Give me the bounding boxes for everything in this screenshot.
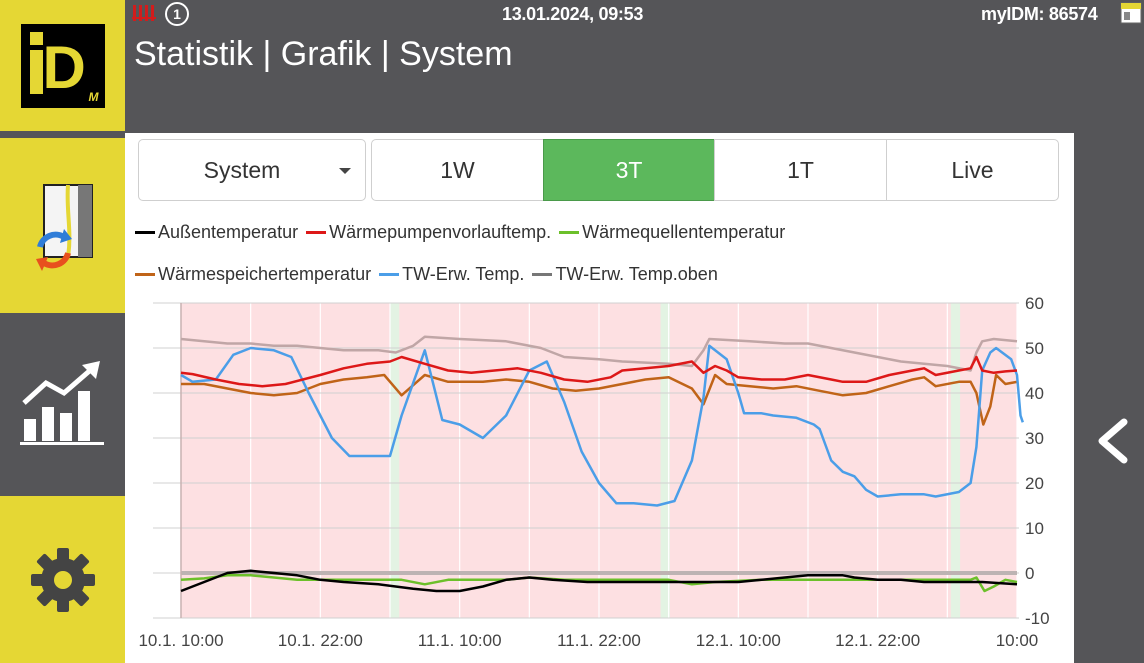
window-icon[interactable] [1120, 2, 1142, 24]
y-tick-label: 0 [1025, 564, 1034, 583]
x-tick-label: 11.1. 10:00 [418, 631, 502, 650]
x-tick-label: 12.1. 22:00 [835, 631, 920, 650]
x-tick-label: 11.1. 22:00 [557, 631, 641, 650]
x-tick-label: 10.1. 10:00 [138, 631, 223, 650]
range-button-1t[interactable]: 1T [714, 139, 887, 201]
notification-badge[interactable]: 1 [165, 2, 189, 26]
y-tick-label: 40 [1025, 384, 1044, 403]
x-tick-label: 10.1. 22:00 [278, 631, 363, 650]
gear-icon [30, 547, 95, 612]
y-tick-label: 30 [1025, 429, 1044, 448]
sidebar-item-settings[interactable] [0, 496, 125, 663]
chart-icon [19, 361, 104, 445]
page-title: Statistik | Grafik | System [134, 35, 513, 73]
legend-item[interactable]: Wärmepumpenvorlauftemp. [306, 222, 551, 243]
range-button-live[interactable]: Live [886, 139, 1059, 201]
line-chart: 60 50 40 30 20 10 0 -10 10.1. 10:00 10.1. 22:00 11… [138, 294, 1050, 650]
sidebar-item-switch-view[interactable] [0, 138, 125, 313]
legend-item[interactable]: Wärmequellentemperatur [559, 222, 785, 243]
x-tick-label: 12.1. 10:00 [696, 631, 781, 650]
series-line [181, 373, 1018, 426]
range-button-1w[interactable]: 1W [371, 139, 544, 201]
y-tick-label: 10 [1025, 519, 1044, 538]
system-select[interactable]: System [138, 139, 366, 201]
legend: Wärmespeichertemperatur TW-Erw. Temp. TW… [135, 264, 718, 285]
logo-tile[interactable]: D M [0, 0, 125, 131]
sidebar-item-statistics[interactable] [0, 318, 125, 490]
device-switch-icon [35, 183, 93, 271]
idm-logo: D M [20, 23, 105, 108]
y-tick-label: 50 [1025, 339, 1044, 358]
y-tick-label: 20 [1025, 474, 1044, 493]
idle-band [950, 303, 961, 618]
datetime: 13.01.2024, 09:53 [502, 4, 644, 24]
series-line [180, 355, 1018, 388]
legend: Außentemperatur Wärmepumpenvorlauftemp. … [135, 222, 785, 243]
x-tick-label: 10:00 [996, 631, 1039, 650]
chevron-left-icon[interactable] [1094, 418, 1128, 464]
legend-item[interactable]: Außentemperatur [135, 222, 298, 243]
heater-icon [132, 5, 156, 21]
y-tick-label: 60 [1025, 294, 1044, 313]
device-id: myIDM: 86574 [981, 4, 1098, 24]
idle-band [390, 303, 400, 618]
idle-band [660, 303, 670, 618]
sidebar: D M [0, 0, 125, 663]
series-line [180, 335, 1018, 372]
series-line [180, 569, 1018, 593]
series-line [180, 574, 1018, 593]
series-line [180, 344, 1024, 507]
legend-item[interactable]: TW-Erw. Temp.oben [532, 264, 718, 285]
chart-panel: System 1W 3T 1T Live Außentemperatur Wär… [125, 133, 1074, 663]
legend-item[interactable]: Wärmespeichertemperatur [135, 264, 371, 285]
y-tick-label: -10 [1025, 609, 1050, 628]
range-button-3t[interactable]: 3T [543, 139, 715, 201]
system-select-label: System [203, 156, 281, 183]
caret-down-icon [339, 168, 351, 174]
legend-item[interactable]: TW-Erw. Temp. [379, 264, 524, 285]
